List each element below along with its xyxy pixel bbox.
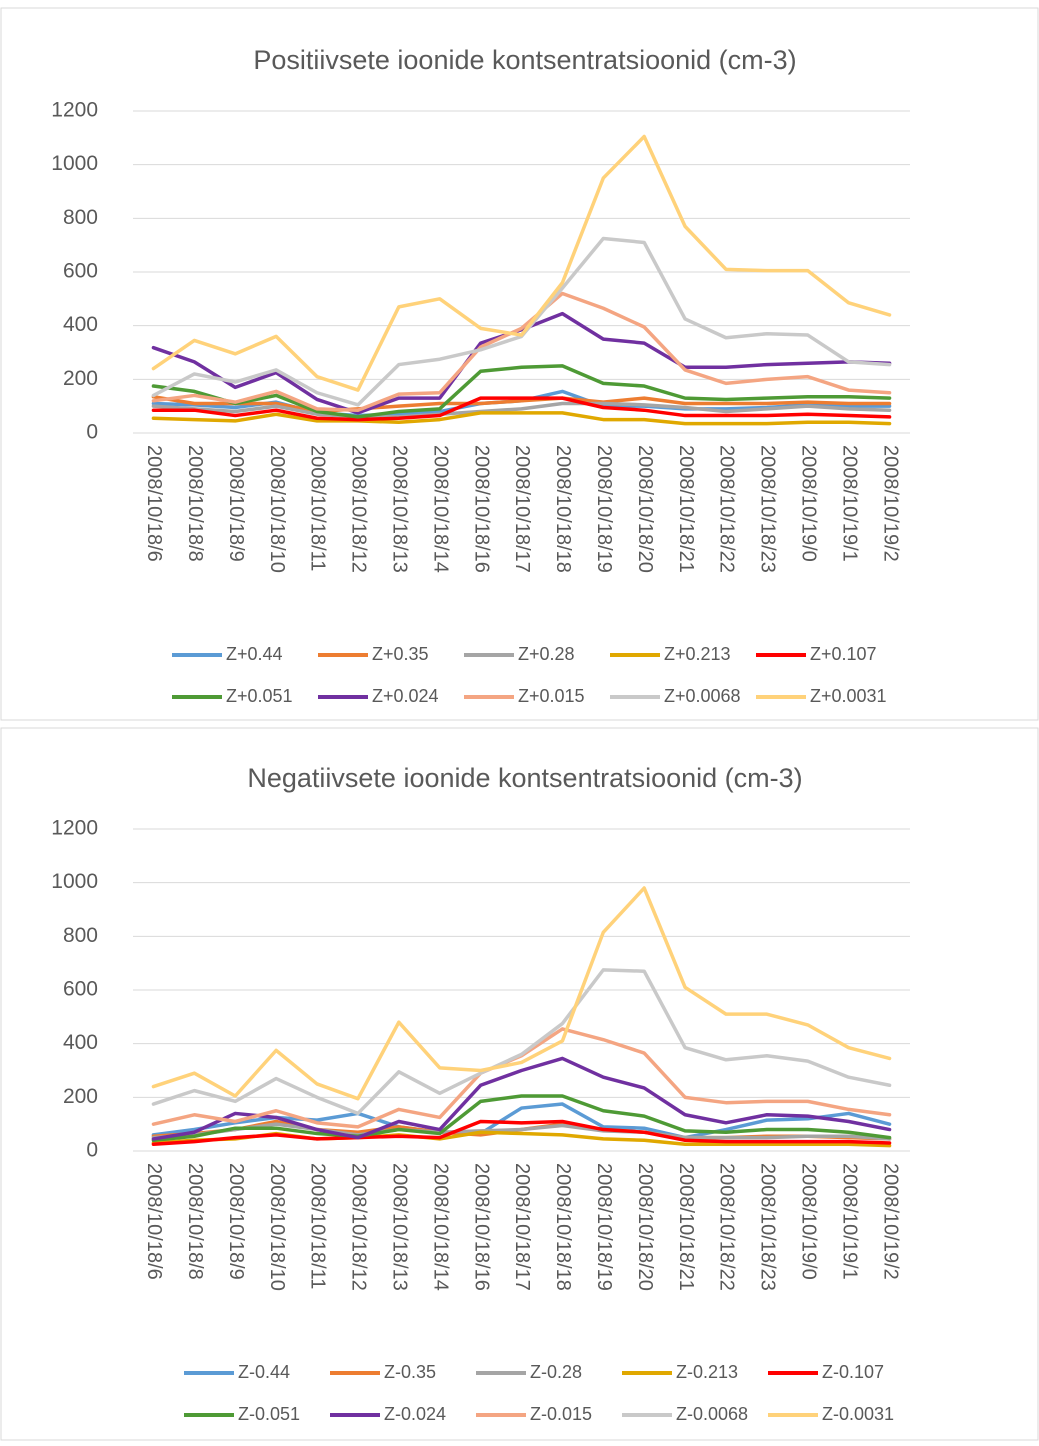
- legend-label: Z+0.44: [226, 644, 283, 664]
- series-line: [151, 134, 892, 392]
- legend-label: Z+0.0068: [664, 686, 741, 706]
- x-tick-label: 2008/10/18/11: [307, 1163, 329, 1289]
- x-tick-label: 2008/10/18/21: [675, 445, 697, 573]
- x-tick-label: 2008/10/18/22: [716, 1163, 738, 1291]
- x-tick-label: 2008/10/19/2: [879, 1163, 901, 1280]
- y-tick-label: 600: [63, 978, 98, 1001]
- y-tick-label: 0: [86, 421, 98, 444]
- x-tick-label: 2008/10/18/6: [143, 1163, 165, 1280]
- y-tick-label: 800: [63, 924, 98, 947]
- y-tick-label: 1000: [51, 152, 98, 175]
- series-line: [151, 1119, 892, 1147]
- chart-title: Positiivsete ioonide kontsentratsioonid …: [253, 45, 796, 75]
- series-line: [151, 291, 892, 412]
- x-tick-label: 2008/10/18/21: [675, 1163, 697, 1291]
- x-tick-label: 2008/10/18/13: [389, 1163, 411, 1291]
- x-tick-label: 2008/10/18/9: [225, 1163, 247, 1280]
- y-tick-label: 200: [63, 1085, 98, 1108]
- x-tick-label: 2008/10/18/17: [511, 1163, 533, 1291]
- x-tick-label: 2008/10/18/20: [634, 445, 656, 573]
- x-tick-label: 2008/10/18/8: [184, 445, 206, 562]
- chart-title: Negatiivsete ioonide kontsentratsioonid …: [247, 763, 802, 793]
- x-tick-label: 2008/10/19/1: [838, 445, 860, 562]
- legend-label: Z-0.0031: [822, 1404, 894, 1424]
- series-line: [151, 968, 892, 1116]
- legend-label: Z-0.024: [384, 1404, 446, 1424]
- series-line: [151, 1056, 892, 1141]
- chart-frame: [0, 7, 1039, 721]
- legend-label: Z-0.051: [238, 1404, 300, 1424]
- x-tick-label: 2008/10/18/17: [511, 445, 533, 573]
- x-tick-label: 2008/10/18/20: [634, 1163, 656, 1291]
- y-tick-label: 1000: [51, 870, 98, 893]
- x-tick-label: 2008/10/18/13: [389, 445, 411, 573]
- x-tick-label: 2008/10/18/6: [143, 445, 165, 562]
- series-line: [151, 1122, 892, 1141]
- legend-label: Z-0.28: [530, 1362, 582, 1382]
- series-line: [151, 886, 892, 1101]
- series-line: [151, 395, 892, 414]
- legend-label: Z+0.213: [664, 644, 731, 664]
- x-tick-label: 2008/10/18/10: [266, 1163, 288, 1291]
- legend-label: Z-0.0068: [676, 1404, 748, 1424]
- series-line: [151, 1094, 892, 1143]
- x-tick-label: 2008/10/19/0: [797, 1163, 819, 1280]
- legend-label: Z-0.44: [238, 1362, 290, 1382]
- x-tick-label: 2008/10/19/0: [797, 445, 819, 562]
- x-tick-label: 2008/10/18/19: [593, 445, 615, 573]
- legend-label: Z+0.024: [372, 686, 439, 706]
- x-tick-label: 2008/10/18/23: [757, 1163, 779, 1291]
- x-tick-label: 2008/10/18/8: [184, 1163, 206, 1280]
- legend-label: Z+0.107: [810, 644, 877, 664]
- x-tick-label: 2008/10/18/19: [593, 1163, 615, 1291]
- x-tick-label: 2008/10/18/12: [348, 1163, 370, 1291]
- legend-label: Z+0.35: [372, 644, 429, 664]
- legend-label: Z-0.015: [530, 1404, 592, 1424]
- chart-frame: [0, 727, 1039, 1441]
- x-tick-label: 2008/10/18/23: [757, 445, 779, 573]
- y-tick-label: 200: [63, 367, 98, 390]
- y-tick-label: 1200: [51, 817, 98, 840]
- legend-label: Z+0.015: [518, 686, 585, 706]
- legend-label: Z+0.0031: [810, 686, 887, 706]
- x-tick-label: 2008/10/18/9: [225, 445, 247, 562]
- x-tick-label: 2008/10/18/18: [552, 445, 574, 573]
- x-tick-label: 2008/10/18/16: [470, 445, 492, 573]
- x-tick-label: 2008/10/18/14: [429, 1163, 451, 1291]
- x-tick-label: 2008/10/18/12: [348, 445, 370, 573]
- y-tick-label: 1200: [51, 99, 98, 122]
- series-line: [151, 411, 892, 426]
- series-line: [151, 396, 892, 422]
- x-tick-label: 2008/10/18/18: [552, 1163, 574, 1291]
- x-tick-label: 2008/10/18/11: [307, 445, 329, 571]
- legend-label: Z+0.051: [226, 686, 293, 706]
- y-tick-label: 0: [86, 1139, 98, 1162]
- x-tick-label: 2008/10/18/10: [266, 445, 288, 573]
- y-tick-label: 400: [63, 313, 98, 336]
- y-tick-label: 600: [63, 260, 98, 283]
- x-tick-label: 2008/10/18/16: [470, 1163, 492, 1291]
- y-tick-label: 800: [63, 206, 98, 229]
- legend-label: Z-0.35: [384, 1362, 436, 1382]
- series-line: [151, 364, 892, 419]
- legend-label: Z+0.28: [518, 644, 575, 664]
- y-tick-label: 400: [63, 1031, 98, 1054]
- x-tick-label: 2008/10/19/1: [838, 1163, 860, 1280]
- x-tick-label: 2008/10/18/14: [429, 445, 451, 573]
- x-tick-label: 2008/10/18/22: [716, 445, 738, 573]
- x-tick-label: 2008/10/19/2: [879, 445, 901, 562]
- legend-label: Z-0.107: [822, 1362, 884, 1382]
- series-line: [151, 401, 892, 419]
- legend-label: Z-0.213: [676, 1362, 738, 1382]
